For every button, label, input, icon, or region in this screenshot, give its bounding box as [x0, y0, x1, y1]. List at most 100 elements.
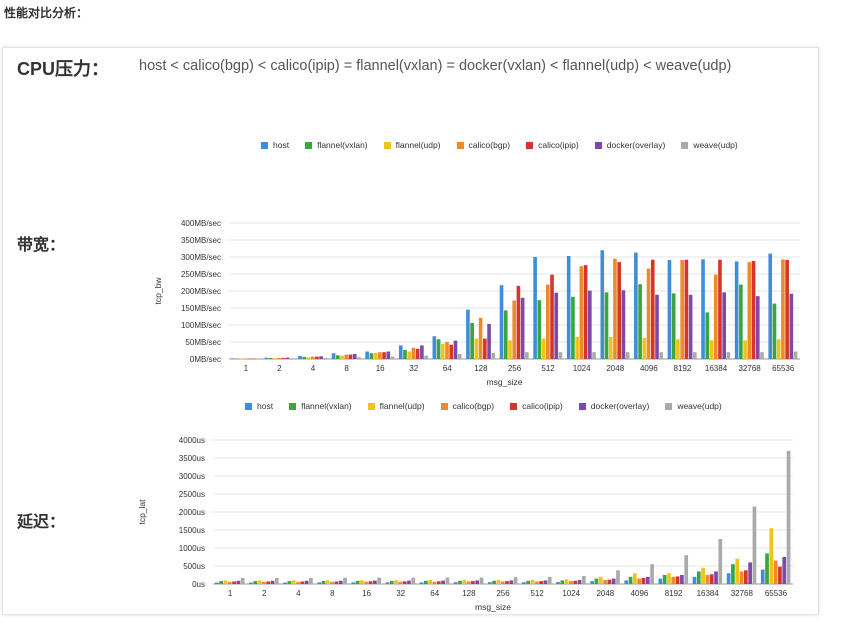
bar-weave-udp-128 [479, 577, 484, 584]
bar-calico-bgp-1024 [569, 581, 573, 584]
bar-host-1 [231, 358, 235, 359]
bar-calico-bgp-8192 [680, 260, 684, 359]
bar-host-64 [419, 582, 424, 584]
y-tick-label: 4000us [179, 436, 205, 445]
bar-weave-udp-4096 [650, 564, 654, 584]
bar-host-1024 [566, 255, 571, 359]
x-tick-label: 128 [462, 589, 476, 598]
legend-item-flannel-vxlan: flannel(vxlan) [289, 401, 352, 411]
bar-host-1 [215, 582, 219, 584]
bar-flannel-udp-8 [340, 355, 344, 359]
bar-host-16384 [701, 259, 705, 359]
bar-flannel-udp-1024 [564, 579, 569, 584]
bar-flannel-vxlan-2 [253, 581, 258, 584]
bar-calico-ipip-1024 [573, 580, 578, 584]
x-tick-label: 256 [508, 364, 522, 373]
legend-item-calico-ipip: calico(ipip) [510, 401, 563, 411]
bar-flannel-udp-512 [541, 338, 546, 359]
bar-docker-overlay-256 [520, 297, 525, 359]
bar-weave-udp-32 [424, 355, 428, 359]
y-tick-label: 50MB/sec [185, 338, 221, 347]
bar-docker-overlay-2 [285, 357, 290, 359]
bar-host-2 [249, 582, 253, 584]
bar-flannel-vxlan-8 [321, 580, 326, 584]
bar-docker-overlay-8 [338, 580, 343, 584]
legend-label: calico(ipip) [522, 401, 563, 411]
bar-docker-overlay-16 [386, 351, 391, 359]
bar-docker-overlay-1 [252, 358, 256, 360]
cpu-pressure-label: CPU压力： [17, 59, 110, 79]
bar-docker-overlay-1 [236, 580, 241, 584]
bar-flannel-udp-16 [373, 352, 378, 359]
legend-swatch [367, 402, 375, 410]
bar-host-32 [385, 582, 390, 584]
y-axis-title: tcp_lat [137, 499, 147, 525]
y-tick-label: 150MB/sec [181, 304, 221, 313]
cpu-pressure-ranking: host < calico(bgp) < calico(ipip) = flan… [139, 58, 732, 74]
bar-host-32 [398, 345, 403, 359]
y-tick-label: 250MB/sec [181, 270, 221, 279]
bar-host-65536 [760, 569, 765, 584]
bar-flannel-udp-4 [306, 357, 311, 359]
bar-calico-bgp-32768 [739, 571, 744, 584]
bar-flannel-vxlan-16384 [696, 571, 701, 584]
bar-docker-overlay-32 [420, 345, 424, 359]
bar-flannel-vxlan-4 [287, 581, 292, 584]
bar-host-2048 [590, 581, 594, 584]
bar-weave-udp-8 [343, 577, 347, 584]
bar-host-512 [522, 582, 526, 584]
bar-docker-overlay-2048 [621, 290, 626, 359]
legend-label: flannel(vxlan) [317, 140, 368, 150]
bar-weave-udp-64 [457, 353, 462, 359]
bar-calico-ipip-8 [334, 581, 339, 584]
bar-flannel-vxlan-512 [526, 580, 531, 584]
bar-flannel-udp-32768 [743, 340, 747, 359]
legend-swatch [526, 141, 534, 149]
bar-weave-udp-256 [513, 577, 518, 584]
x-tick-label: 128 [474, 364, 488, 373]
bar-weave-udp-32768 [760, 352, 764, 359]
bar-flannel-vxlan-1 [219, 581, 224, 584]
bar-calico-bgp-1 [227, 581, 232, 584]
bar-host-1024 [556, 582, 560, 584]
bar-docker-overlay-16384 [714, 571, 718, 584]
bar-flannel-vxlan-65536 [772, 303, 777, 359]
bar-weave-udp-2048 [625, 352, 630, 359]
bar-docker-overlay-32 [407, 580, 411, 584]
bar-calico-ipip-16384 [709, 574, 714, 584]
legend-item-calico-ipip: calico(ipip) [526, 140, 579, 150]
bar-flannel-udp-1 [239, 358, 244, 360]
x-tick-label: 65536 [772, 364, 795, 373]
x-tick-label: 16384 [697, 589, 720, 598]
y-tick-label: 200MB/sec [181, 287, 221, 296]
legend-label: calico(ipip) [538, 140, 579, 150]
bar-weave-udp-512 [547, 576, 552, 584]
legend-swatch [245, 402, 252, 410]
y-tick-label: 500us [183, 562, 205, 571]
y-tick-label: 1500us [179, 526, 205, 535]
legend-swatch [383, 141, 391, 149]
y-tick-label: 1000us [179, 544, 205, 553]
bar-flannel-udp-16 [360, 580, 364, 584]
legend-swatch [440, 402, 448, 410]
bar-host-4 [298, 355, 302, 359]
bar-weave-udp-1 [240, 577, 245, 584]
legend-item-docker-overlay: docker(overlay) [594, 140, 665, 150]
bar-host-128 [453, 582, 458, 584]
bar-flannel-udp-128 [462, 580, 467, 584]
bandwidth-chart: 0MB/sec 50MB/sec 100MB/sec 150MB/sec 200MB/s… [153, 219, 800, 387]
bar-calico-ipip-65536 [778, 566, 782, 584]
y-tick-label: 400MB/sec [181, 219, 221, 228]
bandwidth-label: 带宽： [17, 237, 66, 254]
bar-docker-overlay-8 [352, 353, 357, 359]
bar-flannel-vxlan-8192 [662, 575, 667, 584]
y-tick-label: 2000us [179, 508, 205, 517]
legend-swatch [594, 141, 602, 149]
bar-docker-overlay-8192 [680, 575, 684, 584]
bar-calico-bgp-8192 [671, 576, 676, 584]
legend-item-docker-overlay: docker(overlay) [578, 401, 649, 411]
bar-host-16384 [692, 576, 697, 584]
legend-item-host: host [261, 140, 289, 150]
bar-weave-udp-4 [323, 357, 328, 359]
bar-calico-ipip-64 [436, 581, 441, 584]
